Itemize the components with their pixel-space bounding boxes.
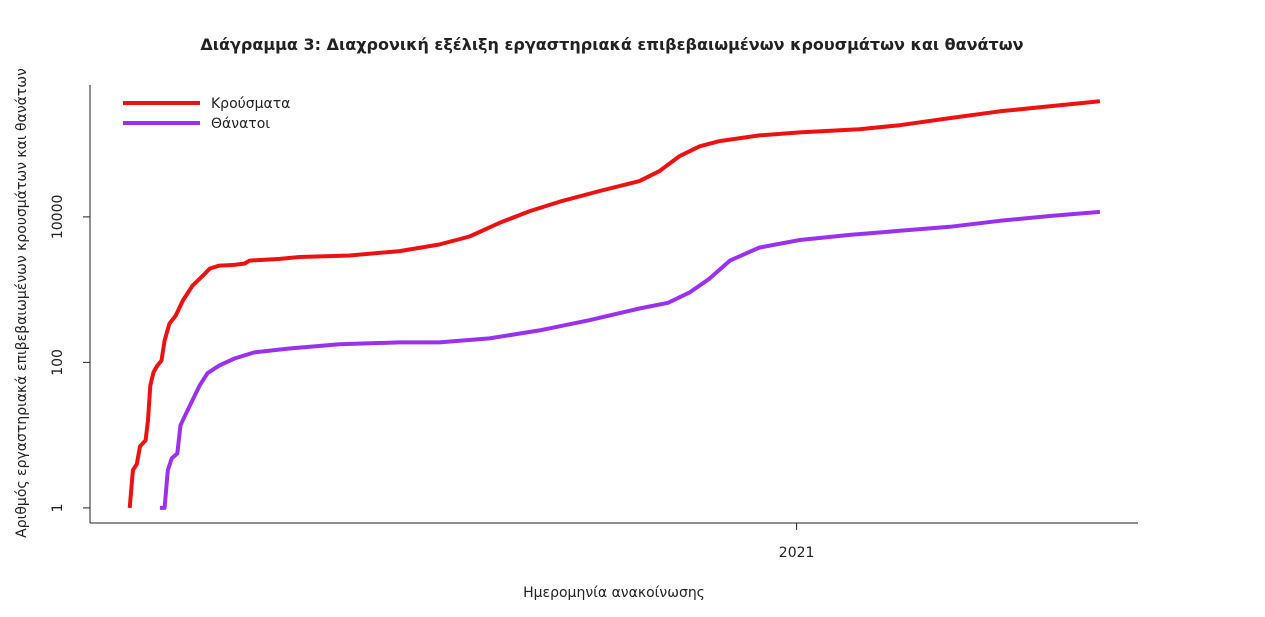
x-tick-label: 2021 (779, 545, 815, 561)
x-axis-label: Ημερομηνία ανακοίνωσης (523, 585, 705, 601)
chart-title: Διάγραμμα 3: Διαχρονική εξέλιξη εργαστηρ… (200, 35, 1023, 54)
legend-label: Θάνατοι (211, 116, 270, 132)
legend-label: Κρούσματα (211, 96, 290, 112)
y-axis-label: Αριθμός εργαστηριακά επιβεβαιωμένων κρου… (14, 68, 30, 538)
y-tick-label: 100 (50, 349, 66, 376)
y-tick-label: 10000 (50, 195, 66, 240)
y-tick-label: 1 (50, 503, 66, 512)
series-line (159, 209, 1101, 510)
series-line (127, 99, 1101, 509)
